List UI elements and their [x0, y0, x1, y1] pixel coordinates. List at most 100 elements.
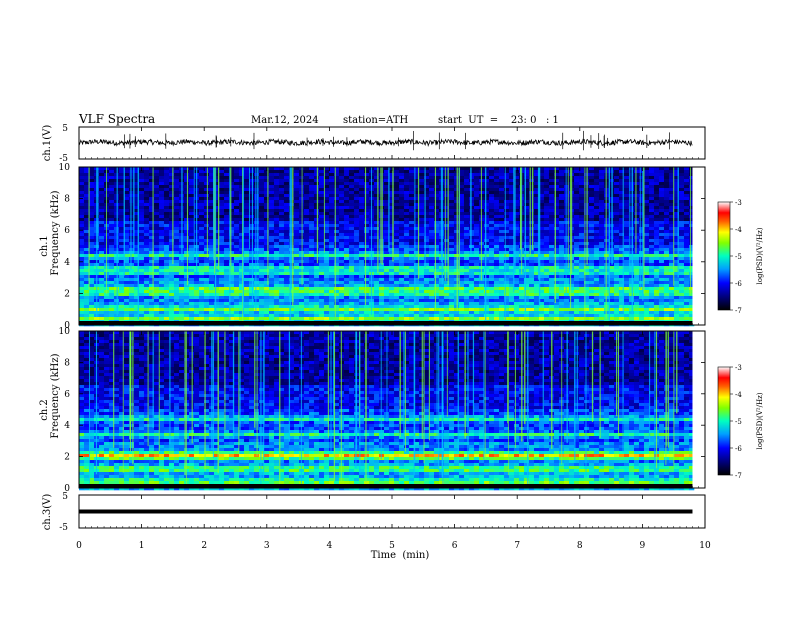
spectrogram-cell — [169, 269, 174, 272]
spectrogram-cell — [274, 194, 279, 197]
spectrogram-cell — [304, 200, 309, 203]
spectrogram-cell — [534, 284, 539, 287]
spectrogram-cell — [419, 194, 424, 197]
spectrogram-cell — [664, 170, 669, 173]
spectrogram-cell — [89, 206, 94, 209]
spectrogram-cell — [294, 182, 299, 185]
spectrogram-cell — [404, 188, 409, 191]
spectrogram-cell — [169, 242, 174, 245]
spectrogram-cell — [549, 266, 554, 269]
spectrogram-cell — [579, 191, 584, 194]
spectrogram-cell — [624, 260, 629, 263]
spectrogram-cell — [364, 197, 369, 200]
spectrogram-cell — [644, 263, 649, 266]
spectrogram-cell — [319, 227, 324, 230]
spectrogram-cell — [359, 263, 364, 266]
start-time-label: start UT = 23: 0 : 1 — [438, 115, 559, 126]
spectrogram-cell — [154, 203, 159, 206]
spectrogram-cell — [154, 287, 159, 290]
spectrogram-cell — [339, 191, 344, 194]
spectrogram-cell — [109, 170, 114, 173]
spectrogram-cell — [159, 221, 164, 224]
spectrogram-cell — [329, 254, 334, 257]
spectrogram-cell — [649, 176, 654, 179]
spectrogram-cell — [599, 230, 604, 233]
spectrogram-cell — [154, 272, 159, 275]
spectrogram-cell — [589, 239, 594, 242]
spectrogram-cell — [234, 179, 239, 182]
spectrogram-cell — [679, 251, 684, 254]
spectrogram-cell — [259, 209, 264, 212]
spectrogram-cell — [164, 230, 169, 233]
spectrogram-cell — [574, 191, 579, 194]
spectrogram-cell — [184, 176, 189, 179]
spectrogram-cell — [579, 284, 584, 287]
spectrogram-cell — [219, 266, 224, 269]
spectrogram-cell — [404, 257, 409, 260]
spectrogram-cell — [294, 206, 299, 209]
spectrogram-cell — [339, 284, 344, 287]
spectrogram-cell — [129, 278, 134, 281]
spectrogram-cell — [314, 269, 319, 272]
spectrogram-cell — [99, 221, 104, 224]
spectrogram-cell — [304, 272, 309, 275]
spectrogram-cell — [589, 179, 594, 182]
spectrogram-cell — [304, 257, 309, 260]
spectrogram-cell — [294, 245, 299, 248]
spectrogram-cell — [679, 194, 684, 197]
spectrogram-cell — [494, 209, 499, 212]
spectrogram-cell — [79, 206, 84, 209]
spectrogram-cell — [184, 209, 189, 212]
spectrogram-cell — [279, 287, 284, 290]
spectrogram-cell — [494, 269, 499, 272]
spectrogram-cell — [199, 236, 204, 239]
spectrogram-cell — [89, 170, 94, 173]
spectrogram-cell — [254, 284, 259, 287]
spectrogram-cell — [549, 269, 554, 272]
spectrogram-cell — [684, 224, 689, 227]
spectrogram-cell — [349, 227, 354, 230]
spectrogram-cell — [244, 278, 249, 281]
spectrogram-cell — [579, 236, 584, 239]
spectrogram-cell — [99, 263, 104, 266]
spectrogram-cell — [189, 245, 194, 248]
spectrogram-cell — [489, 206, 494, 209]
spectrogram-cell — [279, 173, 284, 176]
spectrogram-cell — [484, 206, 489, 209]
spectrogram-cell — [174, 230, 179, 233]
spectrogram-cell — [449, 203, 454, 206]
spectrogram-cell — [339, 182, 344, 185]
spectrogram-cell — [404, 179, 409, 182]
spectrogram-cell — [614, 275, 619, 278]
spectrogram-cell — [329, 248, 334, 251]
spectrogram-cell — [254, 212, 259, 215]
spectrogram-cell — [99, 215, 104, 218]
spectrogram-cell — [89, 224, 94, 227]
spectrogram-cell — [634, 257, 639, 260]
spectrogram-cell — [679, 254, 684, 257]
spectrogram-cell — [164, 212, 169, 215]
spectrogram-cell — [589, 221, 594, 224]
spectrogram-cell — [109, 200, 114, 203]
spectrogram-cell — [89, 209, 94, 212]
spectrogram-cell — [319, 200, 324, 203]
spectrogram-cell — [269, 191, 274, 194]
spectrogram-cell — [589, 281, 594, 284]
spectrogram-cell — [434, 257, 439, 260]
spectrogram-cell — [594, 200, 599, 203]
spectrogram-cell — [254, 209, 259, 212]
spectrogram-cell — [434, 227, 439, 230]
spectrogram-cell — [109, 236, 114, 239]
spectrogram-cell — [234, 245, 239, 248]
spectrogram-cell — [304, 263, 309, 266]
spectrogram-cell — [404, 266, 409, 269]
spectrogram-cell — [179, 275, 184, 278]
spectrogram-cell — [589, 233, 594, 236]
spectrogram-cell — [654, 245, 659, 248]
spectrogram-cell — [409, 224, 414, 227]
spectrogram-cell — [279, 257, 284, 260]
spectrogram-cell — [299, 221, 304, 224]
spectrogram-cell — [659, 218, 664, 221]
spectrogram-cell — [109, 254, 114, 257]
spectrogram-cell — [164, 284, 169, 287]
